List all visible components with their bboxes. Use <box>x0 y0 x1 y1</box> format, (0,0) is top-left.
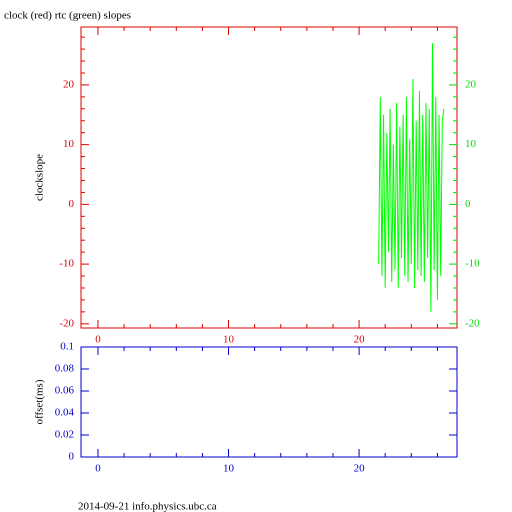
plot-frame <box>80 346 458 458</box>
y-tick-label: 0.02 <box>55 429 74 441</box>
x-tick-label: 0 <box>95 463 101 475</box>
x-tick-label: 10 <box>223 463 235 475</box>
x-tick-label: 20 <box>354 334 366 346</box>
y2-tick-label: 20 <box>465 78 477 90</box>
y-axis-label: clockslope <box>34 154 46 201</box>
chart-title: clock (red) rtc (green) slopes <box>4 10 131 22</box>
footer: 2014-09-21 info.physics.ubc.ca <box>78 501 217 512</box>
y-tick-label: 0 <box>69 198 75 210</box>
y-tick-label: 10 <box>63 138 75 150</box>
plot-frame <box>80 26 458 329</box>
y-axis-label: offset(ms) <box>34 379 46 424</box>
x-tick-label: 0 <box>95 334 101 346</box>
y2-tick-label: 10 <box>465 138 477 150</box>
data-line <box>378 43 445 312</box>
x-tick-label: 10 <box>223 334 235 346</box>
y-tick-label: 0.08 <box>55 363 75 375</box>
y2-tick-label: -20 <box>465 317 480 329</box>
y-tick-label: 0.04 <box>55 407 75 419</box>
y-tick-label: 0.1 <box>60 341 74 353</box>
y2-tick-label: -10 <box>465 258 480 270</box>
y-tick-label: 20 <box>63 78 75 90</box>
y-tick-label: 0 <box>69 451 75 463</box>
x-tick-label: 20 <box>354 463 366 475</box>
y2-tick-label: 0 <box>465 198 471 210</box>
y-tick-label: -10 <box>59 258 74 270</box>
y-tick-label: -20 <box>59 317 74 329</box>
y-tick-label: 0.06 <box>55 385 75 397</box>
